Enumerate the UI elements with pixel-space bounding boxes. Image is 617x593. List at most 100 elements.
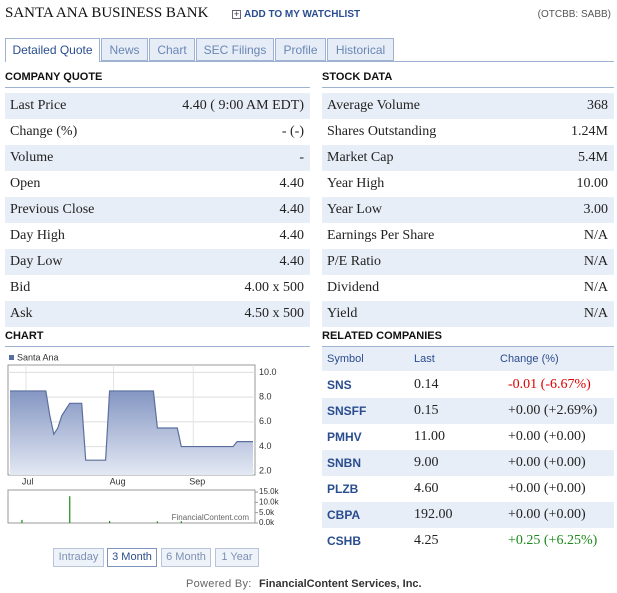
row-value: 5.4M — [578, 150, 608, 165]
row — [322, 171, 614, 197]
row-value: 4.00 x 500 — [244, 280, 305, 295]
legend-swatch — [9, 355, 14, 360]
row — [322, 476, 614, 502]
change: -0.01 (-6.67%) — [508, 377, 591, 392]
row-label: Day High — [10, 228, 65, 243]
row — [322, 450, 614, 476]
section-rule — [322, 87, 614, 88]
range-button[interactable]: Intraday — [53, 548, 104, 567]
section-title: STOCK DATA — [322, 71, 393, 83]
ticker: (OTCBB: SABB) — [537, 9, 611, 20]
row-value: 4.40 — [279, 254, 305, 269]
row-value: N/A — [583, 228, 608, 243]
watchlist-icon[interactable]: + — [232, 9, 241, 19]
y-tick-label: 5.0k — [259, 508, 275, 517]
area-fill — [10, 390, 253, 475]
row — [5, 301, 310, 327]
row-label: Earnings Per Share — [327, 228, 435, 243]
row — [322, 502, 614, 528]
change: +0.00 (+0.00) — [508, 429, 586, 444]
row-label: Year High — [327, 176, 385, 191]
symbol-link[interactable]: PMHV — [327, 430, 362, 444]
section-title: COMPANY QUOTE — [5, 71, 103, 83]
section-rule — [5, 87, 310, 88]
row-label: Market Cap — [327, 150, 394, 165]
symbol-link[interactable]: PLZB — [327, 482, 359, 496]
row — [5, 171, 310, 197]
column-header: Last — [414, 353, 435, 365]
row-value: 4.40 — [279, 176, 305, 191]
last: 0.15 — [414, 403, 439, 418]
tab[interactable]: Chart — [149, 38, 195, 61]
volume-bar — [108, 520, 111, 523]
row-value: 4.40 — [279, 228, 305, 243]
row-label: Year Low — [327, 202, 382, 217]
change: +0.00 (+0.00) — [508, 507, 586, 522]
title: SANTA ANA BUSINESS BANK — [5, 5, 209, 21]
row — [322, 249, 614, 275]
range-button[interactable]: 3 Month — [107, 548, 157, 567]
range-button[interactable]: 6 Month — [161, 548, 211, 567]
row-label: Previous Close — [10, 202, 95, 217]
row-value: 368 — [587, 98, 608, 113]
related-header — [322, 346, 614, 371]
row — [322, 398, 614, 424]
tab-underline — [5, 61, 614, 62]
volume-bar — [180, 521, 182, 523]
x-tick-label: Aug — [110, 476, 126, 486]
last: 4.60 — [414, 481, 439, 496]
row-label: Last Price — [10, 98, 67, 113]
row-value: 10.00 — [576, 176, 609, 191]
row-value: 4.50 x 500 — [244, 306, 305, 321]
symbol-link[interactable]: SNSFF — [327, 404, 367, 418]
row — [5, 249, 310, 275]
row-value: 4.40 ( 9:00 AM EDT) — [182, 98, 304, 113]
row — [322, 119, 614, 145]
last: 0.14 — [414, 377, 439, 392]
row-label: Bid — [10, 280, 31, 295]
row — [5, 197, 310, 223]
range-button[interactable]: 1 Year — [215, 548, 259, 567]
row-value: 4.40 — [279, 202, 305, 217]
footer-prefix: Powered By: — [186, 578, 252, 590]
row-label: Ask — [10, 306, 33, 321]
row — [5, 145, 310, 171]
row-value: 3.00 — [583, 202, 609, 217]
section-title: RELATED COMPANIES — [322, 330, 442, 342]
tab[interactable]: Profile — [275, 38, 326, 61]
watermark: FinancialContent.com — [172, 513, 250, 522]
y-tick-label: 6.0 — [259, 416, 272, 426]
x-tick-label: Jul — [22, 476, 34, 486]
row-value: N/A — [583, 306, 608, 321]
row-label: Change (%) — [10, 124, 78, 139]
row — [5, 275, 310, 301]
symbol-link[interactable]: SNBN — [327, 456, 362, 470]
tab[interactable]: Historical — [327, 38, 394, 61]
row-value: N/A — [583, 280, 608, 295]
symbol-link[interactable]: SNS — [327, 378, 352, 392]
tab[interactable]: Detailed Quote — [5, 38, 100, 62]
column-header: Symbol — [327, 353, 364, 365]
row — [322, 93, 614, 119]
row-label: Day Low — [10, 254, 63, 269]
row-label: Dividend — [327, 280, 380, 295]
y-tick-label: 8.0 — [259, 392, 272, 402]
tab[interactable]: News — [101, 38, 148, 61]
row-value: 1.24M — [571, 124, 608, 139]
symbol-link[interactable]: CBPA — [327, 508, 361, 522]
change: +0.25 (+6.25%) — [508, 533, 598, 548]
y-tick-label: 0.0k — [259, 518, 275, 527]
watchlist-link[interactable]: ADD TO MY WATCHLIST — [244, 9, 361, 20]
row — [322, 197, 614, 223]
price-line — [10, 390, 253, 461]
row-value: - (-) — [281, 124, 304, 139]
last: 11.00 — [414, 429, 445, 444]
tab[interactable]: SEC Filings — [196, 38, 274, 61]
row — [5, 223, 310, 249]
last: 192.00 — [414, 507, 453, 522]
change: +0.00 (+2.69%) — [508, 403, 598, 418]
volume-bar — [69, 496, 71, 523]
symbol-link[interactable]: CSHB — [327, 534, 362, 548]
row — [5, 119, 310, 145]
